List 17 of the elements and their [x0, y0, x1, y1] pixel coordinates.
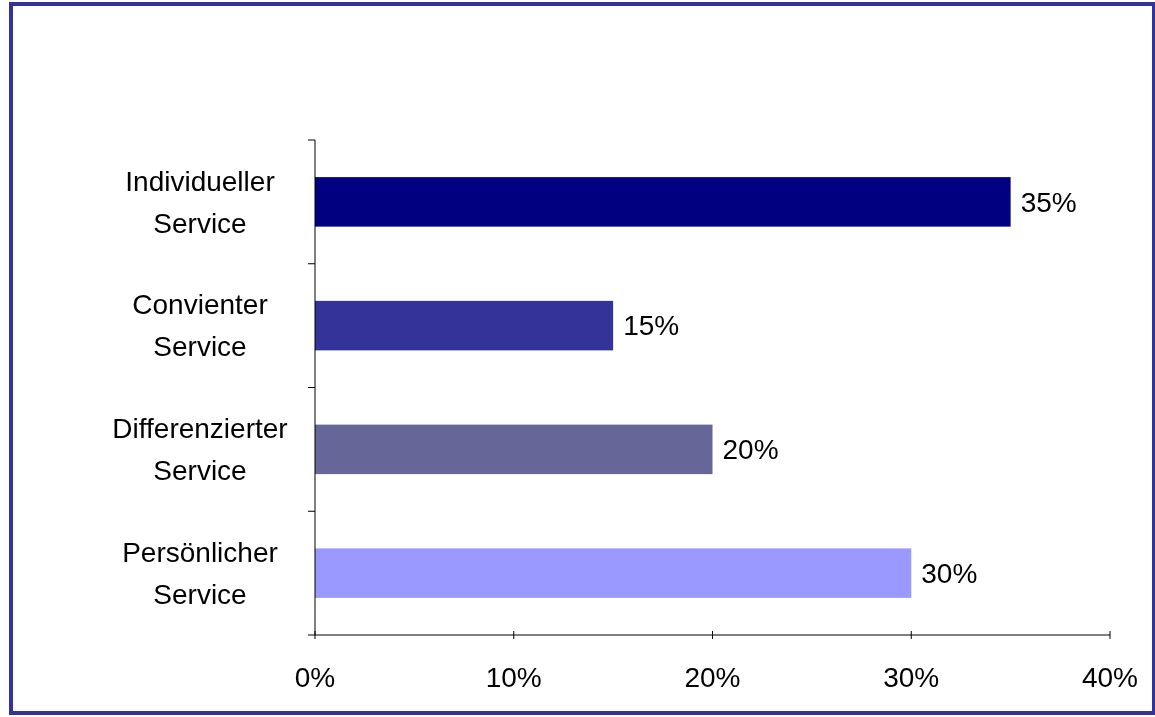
x-tick-label: 30% — [883, 662, 940, 693]
data-label: 35% — [1020, 186, 1077, 218]
y-tick-label: Persönlicher Service — [122, 536, 278, 610]
bar — [315, 548, 912, 598]
x-tick-label: 10% — [485, 662, 542, 693]
y-tick-label: Individueller Service — [125, 165, 275, 239]
x-tick-label: 20% — [684, 662, 741, 693]
y-tick-label: Convienter Service — [132, 289, 268, 363]
data-label: 20% — [722, 434, 779, 466]
data-label: 30% — [921, 557, 978, 589]
bar — [315, 424, 713, 475]
bar — [315, 300, 614, 351]
data-label: 15% — [623, 310, 680, 342]
bar — [315, 177, 1011, 227]
y-tick-label: Differenzierter Service — [112, 413, 288, 487]
x-tick-label: 40% — [1081, 662, 1139, 693]
x-tick-label: 0% — [294, 662, 336, 693]
